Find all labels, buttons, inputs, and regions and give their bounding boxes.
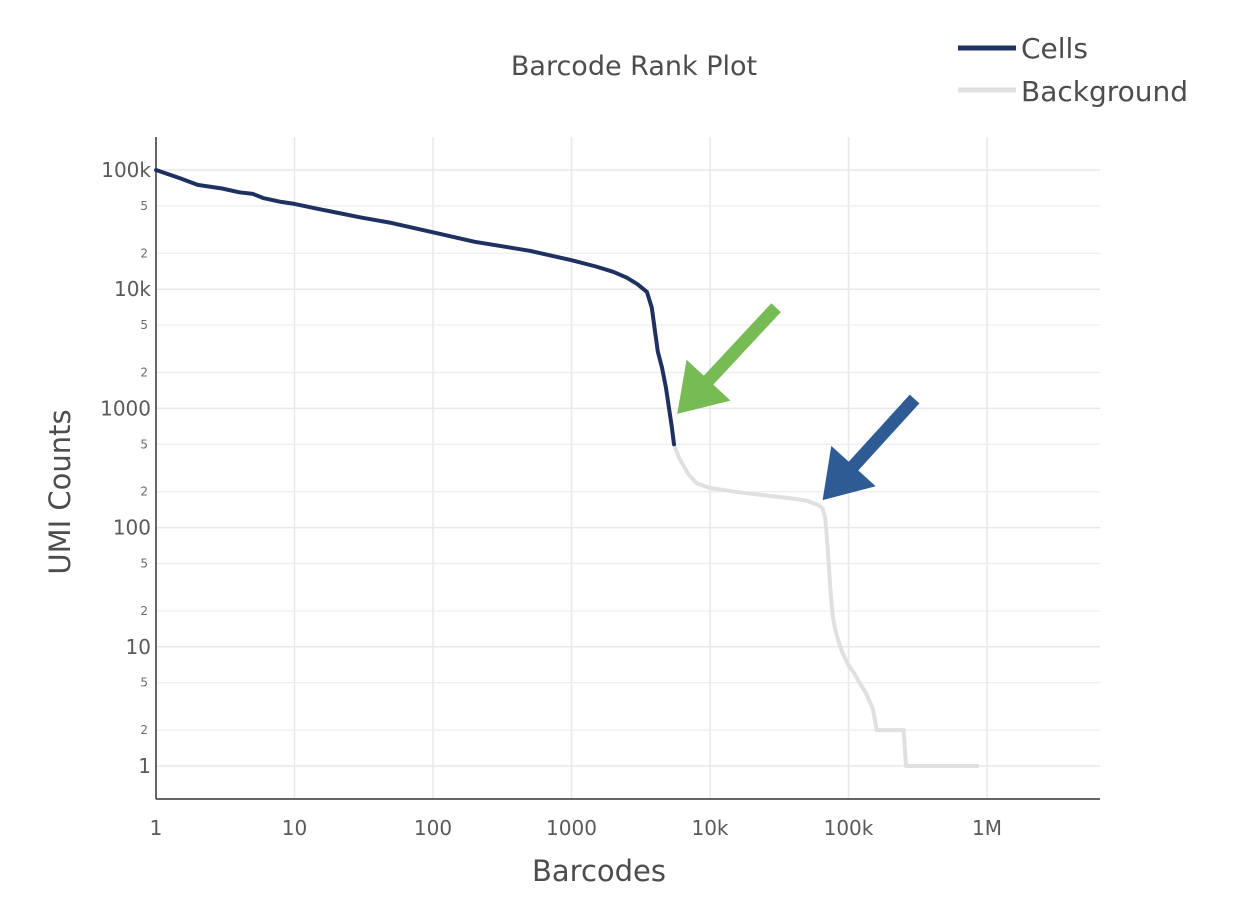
arrow-head [822, 445, 876, 501]
arrow-shaft [701, 303, 781, 388]
y-tick-label: 100 [113, 516, 151, 540]
x-tick-label: 100 [414, 816, 452, 840]
y-minor-tick-label: 5 [140, 676, 148, 690]
arrow-head [677, 359, 731, 414]
y-tick-label: 100k [101, 158, 151, 182]
x-tick-label: 10 [282, 816, 307, 840]
legend-label-background: Background [1021, 75, 1188, 108]
y-tick-labels: 100k 10k 1000 100 10 1 5 2 5 2 5 2 5 2 5 2 [100, 158, 151, 778]
chart-title: Barcode Rank Plot [511, 51, 757, 82]
x-axis-label: Barcodes [532, 854, 666, 888]
axes [155, 137, 1100, 800]
y-minor-tick-label: 5 [140, 437, 148, 451]
y-tick-label: 1000 [100, 396, 151, 420]
x-tick-label: 1000 [546, 816, 597, 840]
x-tick-label: 1M [972, 816, 1002, 840]
y-minor-tick-label: 5 [140, 556, 148, 570]
y-tick-label: 10 [126, 635, 151, 659]
y-minor-tick-label: 2 [140, 604, 148, 618]
x-tick-label: 10k [691, 816, 728, 840]
y-minor-tick-label: 5 [140, 318, 148, 332]
y-tick-label: 1 [138, 754, 151, 778]
x-tick-label: 100k [824, 816, 874, 840]
x-tick-labels: 1 10 100 1000 10k 100k 1M [150, 816, 1002, 840]
y-minor-tick-label: 2 [140, 485, 148, 499]
legend: Cells Background [958, 32, 1188, 108]
annotation-arrows [677, 303, 920, 501]
y-minor-tick-label: 2 [140, 246, 148, 260]
series-lines [154, 168, 980, 768]
y-minor-tick-label: 5 [140, 199, 148, 213]
y-minor-tick-label: 2 [140, 723, 148, 737]
series-line-background [672, 442, 980, 768]
arrow-shaft [846, 394, 920, 474]
series-line-cells [154, 168, 676, 447]
grid [156, 137, 1100, 799]
legend-label-cells: Cells [1021, 32, 1088, 65]
y-tick-label: 10k [114, 277, 151, 301]
y-axis-label: UMI Counts [43, 409, 77, 574]
x-tick-label: 1 [150, 816, 163, 840]
y-minor-tick-label: 2 [140, 366, 148, 380]
